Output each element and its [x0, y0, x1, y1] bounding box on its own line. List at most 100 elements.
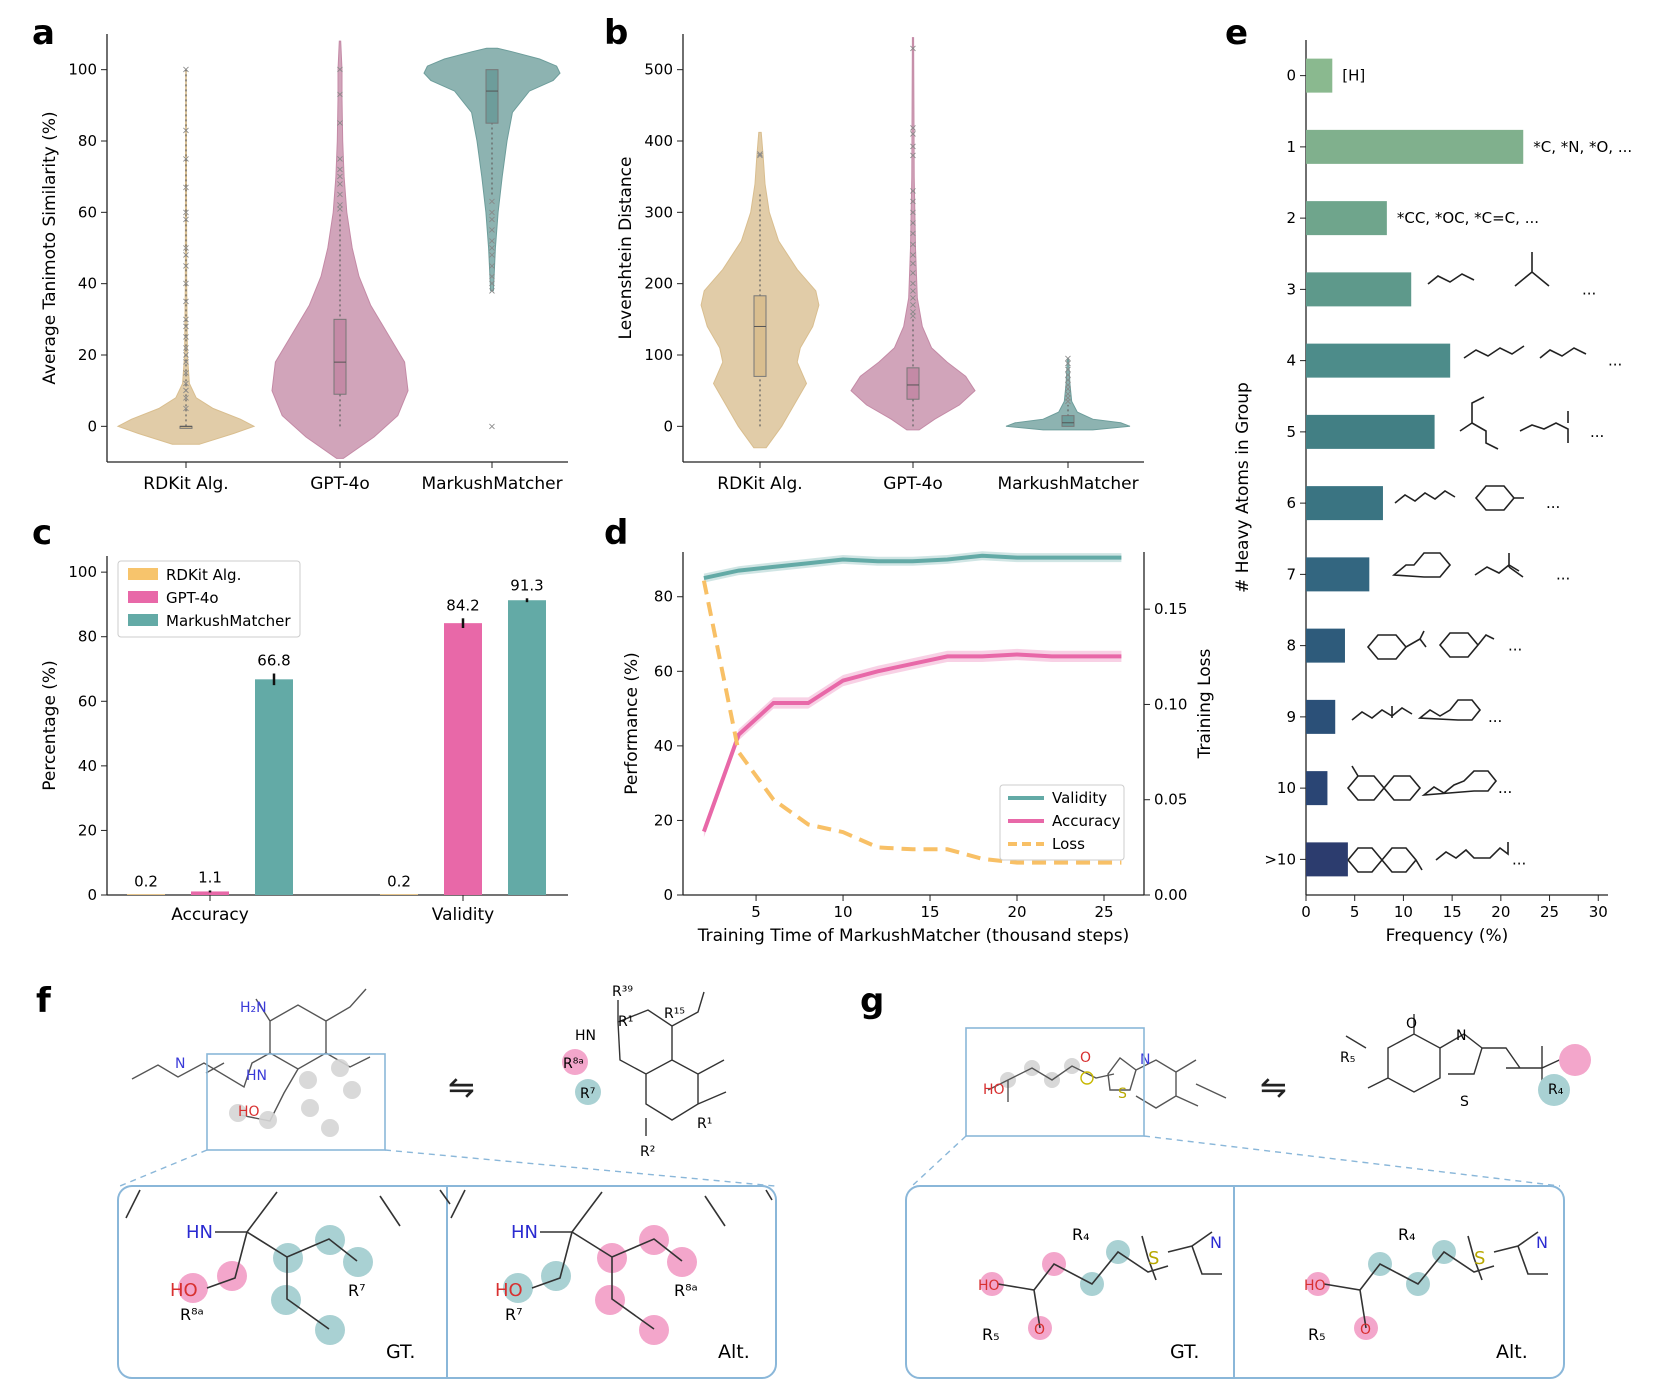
x-tick-label: RDKit Alg.	[143, 474, 228, 494]
molecule-sketch-11a	[1346, 847, 1423, 873]
y-tick-label: 80	[654, 588, 673, 606]
y2-tick-label: 0.05	[1154, 791, 1187, 809]
outlier-marker: ×	[909, 279, 917, 290]
outlier-marker: ×	[336, 165, 344, 176]
label-hn-right: HN	[575, 1028, 596, 1044]
bar-annotation: ...	[1590, 423, 1604, 441]
legend-label: GPT-4o	[166, 589, 219, 607]
detail-f-alt: HN HO R⁷ R⁸ᵃ Alt.	[450, 1189, 773, 1363]
outlier-marker: ×	[488, 197, 496, 208]
g-label-s: S	[1118, 1086, 1127, 1102]
bar-annotation: ...	[1508, 637, 1522, 655]
outlier-marker: ×	[909, 129, 917, 140]
y-tick-label: 500	[644, 61, 673, 79]
panel-label-e: e	[1225, 13, 1248, 53]
outlier-marker: ×	[336, 154, 344, 165]
x-tick-label: MarkushMatcher	[421, 474, 562, 494]
line-chart-training: 5 10 15 20 25 0 20 40 60 80 0.00 0.05 0.10 0.15 Perfor…	[622, 551, 1215, 946]
outlier-marker: ×	[182, 350, 190, 361]
legend-box	[999, 784, 1125, 861]
outlier-marker: ×	[182, 243, 190, 254]
molecule-g-left: HO O S N	[983, 1050, 1227, 1109]
molecule-sketch-10a	[1346, 765, 1422, 801]
molecule-sketch-5b	[1519, 411, 1569, 443]
gt-r7: R⁷	[348, 1281, 366, 1300]
molecule-sketch-10b	[1421, 770, 1498, 797]
y-tick-label: 2	[1286, 209, 1296, 227]
x-tick-label: 5	[751, 903, 761, 921]
legend-box	[117, 560, 301, 638]
gt-g-n: N	[1210, 1233, 1222, 1252]
bar	[444, 623, 482, 895]
legend-swatch	[128, 591, 158, 603]
zoom-line-right-g	[1143, 1135, 1561, 1187]
outlier-marker: ×	[182, 343, 190, 354]
label-r2: R²	[640, 1144, 655, 1160]
outlier-marker: ×	[488, 225, 496, 236]
y-tick-label: 300	[644, 203, 673, 221]
outlier-marker: ×	[1064, 359, 1072, 370]
legend-label: MarkushMatcher	[166, 612, 291, 630]
gt-ho: HO	[170, 1280, 198, 1301]
outlier-marker: ×	[1064, 384, 1072, 395]
highlight-r7	[575, 1079, 601, 1105]
y-tick-label: 40	[654, 737, 673, 755]
series-line	[703, 553, 1122, 581]
y-tick-label: >10	[1264, 850, 1296, 868]
molecule-f-right	[617, 991, 727, 1136]
bar-annotation: ...	[1546, 494, 1560, 512]
molecule-sketch-8a	[1366, 630, 1427, 660]
molecule-sketch-3b	[1514, 252, 1550, 287]
bar	[1306, 486, 1383, 521]
label-r15: R¹⁵	[664, 1006, 685, 1022]
y-tick-label: 8	[1286, 637, 1296, 655]
bar	[1306, 272, 1412, 307]
bar	[1306, 129, 1524, 164]
y-tick-label: 0	[1286, 67, 1296, 85]
outlier-marker: ×	[336, 118, 344, 129]
y-tick-label: 0	[87, 886, 97, 904]
y-tick-label: 20	[654, 811, 673, 829]
alt-ho: HO	[495, 1280, 523, 1301]
legend: RDKit Alg. GPT-4o MarkushMatcher	[117, 560, 301, 638]
bar	[1306, 771, 1328, 806]
molecule-f-left	[131, 988, 371, 1122]
y2-tick-label: 0.15	[1154, 600, 1187, 618]
bar-annotation: ...	[1582, 280, 1596, 298]
x-tick-label: 15	[920, 903, 939, 921]
label-n: N	[175, 1056, 185, 1072]
panel-label-a: a	[32, 13, 55, 53]
outlier-marker: ×	[488, 207, 496, 218]
alt-hn: HN	[511, 1222, 538, 1243]
y-tick-label: 20	[78, 821, 97, 839]
x-tick-label: 25	[1540, 903, 1559, 921]
outlier-marker: ×	[182, 214, 190, 225]
outlier-marker: ×	[336, 204, 344, 215]
gt-g-r5: R₅	[982, 1325, 1000, 1344]
box	[333, 318, 347, 395]
x-tick-label: 25	[1094, 903, 1113, 921]
molecule-sketch-6b	[1474, 485, 1524, 511]
x-tick-label: 20	[1007, 903, 1026, 921]
outlier-marker: ×	[909, 207, 917, 218]
gt-tag-g: GT.	[1170, 1341, 1199, 1363]
y-axis-label: # Heavy Atoms in Group	[1233, 382, 1253, 593]
bar-annotation: ...	[1488, 708, 1502, 726]
outlier-marker: ×	[182, 154, 190, 165]
y2-axis-label: Training Loss	[1195, 648, 1215, 759]
outlier-marker: ×	[336, 190, 344, 201]
y2-tick-label: 0.00	[1154, 886, 1187, 904]
alt-g-s: S	[1474, 1248, 1485, 1269]
outlier-marker: ×	[1064, 393, 1072, 404]
molecule-sketch-7a	[1391, 552, 1452, 578]
bar	[255, 679, 293, 895]
outlier-marker: ×	[182, 207, 190, 218]
y-tick-label: 1	[1286, 138, 1296, 156]
reaction-arrow-g: ⇋	[1260, 1068, 1287, 1106]
y-tick-label: 7	[1286, 565, 1296, 583]
x-tick-label: GPT-4o	[310, 474, 370, 494]
outlier-marker: ×	[909, 142, 917, 153]
bar-annotation: ...	[1608, 352, 1622, 370]
outlier-marker: ×	[909, 311, 917, 322]
